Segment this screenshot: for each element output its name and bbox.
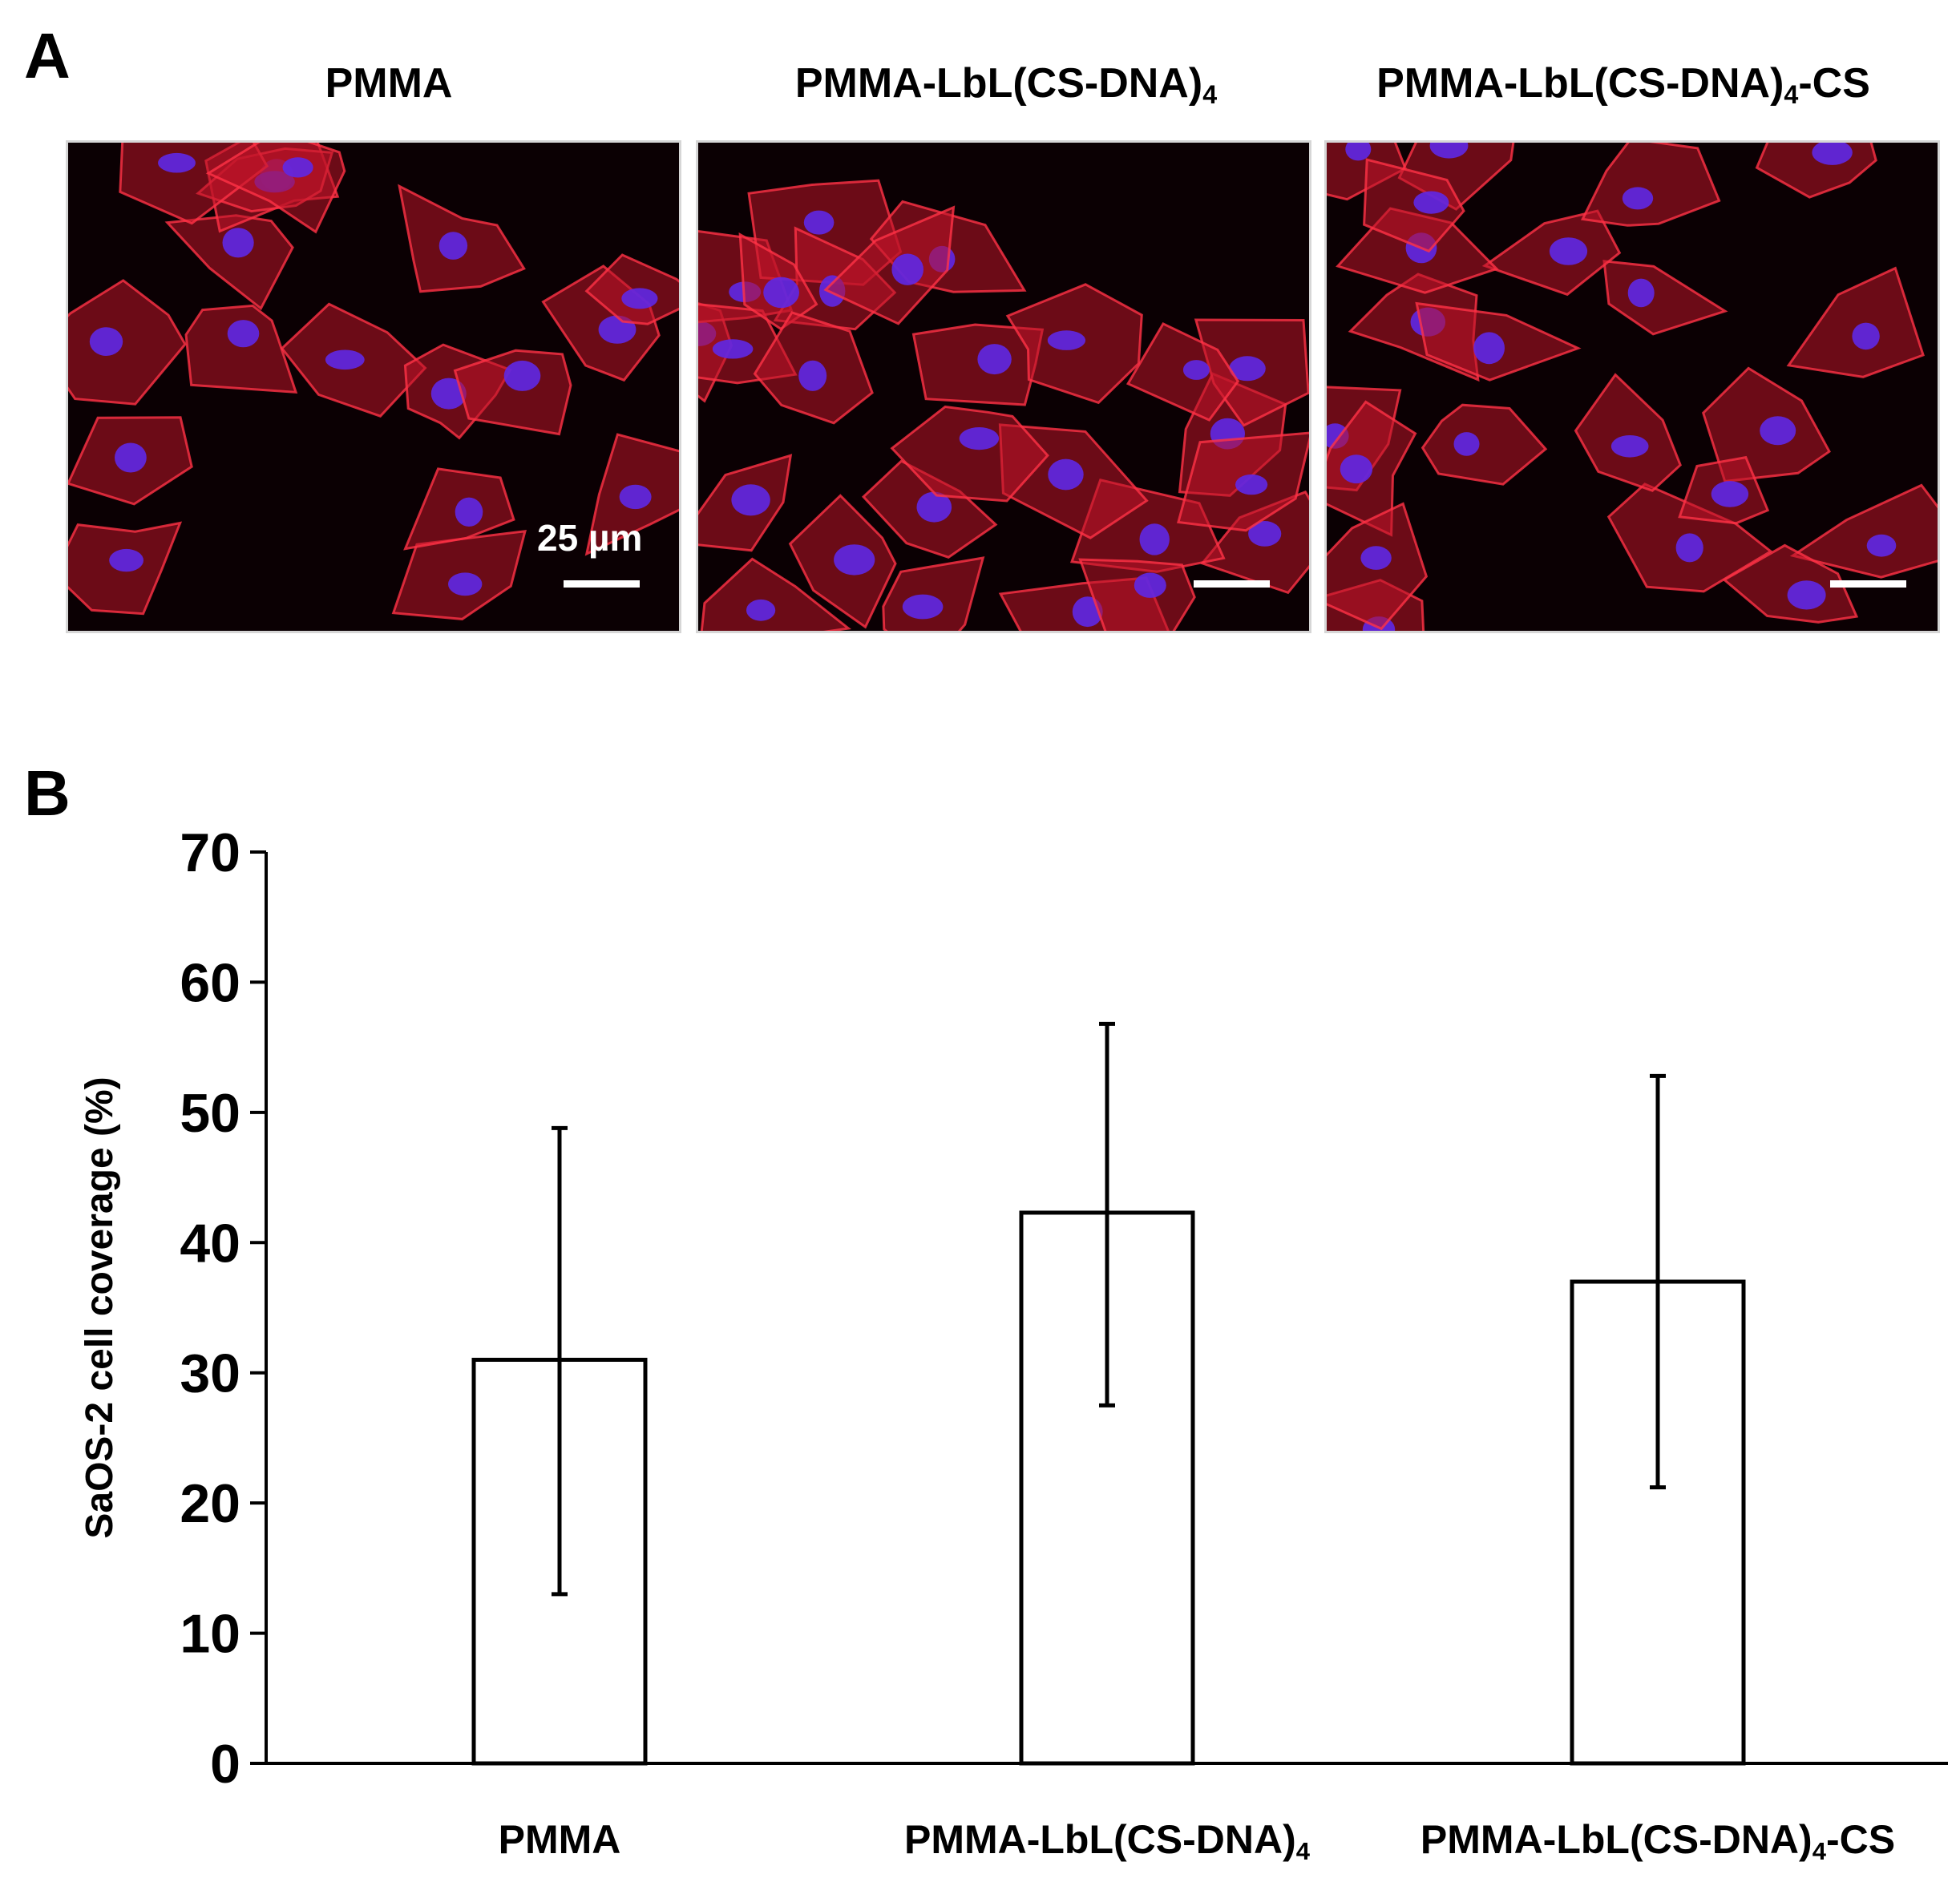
- cell-nucleus: [430, 378, 467, 410]
- cell-nucleus: [503, 360, 541, 391]
- y-tick-label: 60: [180, 952, 240, 1013]
- cell-body: [1580, 143, 1721, 227]
- y-axis-label: SaOS-2 cell coverage (%): [79, 1076, 121, 1538]
- y-tick-label: 70: [180, 822, 240, 883]
- cell-body: [1574, 373, 1682, 492]
- cell-nucleus: [1627, 278, 1655, 308]
- cell-body: [700, 557, 852, 631]
- cell-nucleus: [902, 594, 944, 620]
- cell-body: [890, 405, 1049, 503]
- cell-body: [1789, 483, 1938, 579]
- scale-bar-label: 25 µm: [537, 517, 643, 559]
- cell-nucleus: [1413, 191, 1449, 214]
- cell-nucleus: [1812, 143, 1853, 165]
- category-label-lbl-cs: PMMA-LbL(CS-DNA)4-CS: [1420, 1817, 1896, 1865]
- cell-nucleus: [1711, 481, 1749, 507]
- cell-nucleus: [1345, 143, 1372, 161]
- y-tick-label: 10: [180, 1604, 240, 1665]
- scale-bar: [1194, 580, 1270, 588]
- cell-nucleus: [763, 277, 799, 309]
- cell-nucleus: [158, 152, 196, 173]
- cell-nucleus: [1360, 546, 1392, 570]
- cell-nucleus: [916, 491, 952, 523]
- cell-nucleus: [891, 253, 923, 285]
- category-label-lbl: PMMA-LbL(CS-DNA)4: [903, 1817, 1311, 1865]
- cell-nucleus: [1248, 521, 1282, 547]
- cell-body: [1125, 321, 1240, 422]
- y-tick-label: 50: [180, 1083, 240, 1144]
- cell-nucleus: [1852, 322, 1880, 350]
- panel-b-letter: B: [24, 757, 71, 829]
- cell-nucleus: [834, 544, 875, 576]
- y-tick-label: 0: [210, 1734, 240, 1795]
- cell-nucleus: [282, 157, 313, 178]
- y-tick-label: 30: [180, 1343, 240, 1404]
- cell-nucleus: [959, 427, 1000, 450]
- cell-nucleus: [1047, 330, 1085, 350]
- micrograph-cells: [68, 143, 679, 620]
- cell-nucleus: [448, 572, 483, 596]
- cell-nucleus: [438, 232, 468, 260]
- cell-nucleus: [1134, 572, 1166, 598]
- cell-nucleus: [1139, 523, 1170, 555]
- cell-nucleus: [109, 548, 143, 572]
- cell-body: [1420, 403, 1548, 486]
- cell-body: [823, 205, 956, 325]
- cell-nucleus: [621, 288, 658, 309]
- cell-nucleus: [1760, 416, 1796, 446]
- cell-nucleus: [1473, 332, 1505, 365]
- cell-nucleus: [455, 497, 483, 527]
- cell-nucleus: [798, 360, 827, 391]
- y-tick-label: 40: [180, 1213, 240, 1274]
- cell-body: [1078, 558, 1196, 631]
- cell-nucleus: [222, 228, 254, 258]
- scale-bar: [1830, 580, 1906, 588]
- cell-nucleus: [1549, 237, 1588, 265]
- micrograph-lbl: [696, 140, 1311, 633]
- cell-nucleus: [731, 484, 770, 516]
- cell-nucleus: [325, 349, 365, 370]
- cell-nucleus: [1235, 474, 1268, 495]
- cell-nucleus: [1453, 432, 1480, 456]
- cell-nucleus: [746, 599, 776, 621]
- image-title-pmma: PMMA: [325, 60, 453, 107]
- cell-nucleus: [1622, 187, 1654, 210]
- micrograph-pmma: 25 µm: [66, 140, 681, 633]
- cell-nucleus: [1182, 360, 1210, 380]
- cell-nucleus: [1229, 356, 1266, 382]
- cell-body: [1602, 260, 1728, 336]
- cell-body: [1786, 266, 1925, 378]
- cell-nucleus: [1048, 458, 1084, 491]
- cell-nucleus: [1675, 533, 1703, 563]
- y-tick-label: 20: [180, 1473, 240, 1534]
- cell-body: [68, 279, 187, 406]
- cell-nucleus: [89, 327, 123, 356]
- cell-nucleus: [977, 344, 1012, 375]
- image-title-lbl-cs: PMMA-LbL(CS-DNA)4-CS: [1376, 60, 1870, 110]
- cell-nucleus: [1787, 580, 1826, 610]
- scale-bar: [564, 580, 640, 588]
- cell-body: [1363, 158, 1465, 253]
- image-title-lbl: PMMA-LbL(CS-DNA)4: [794, 60, 1218, 110]
- panel-a-letter: A: [24, 20, 71, 91]
- cell-nucleus: [1340, 454, 1373, 484]
- category-label-pmma: PMMA: [498, 1817, 621, 1862]
- cell-body: [164, 214, 294, 311]
- cell-nucleus: [1429, 143, 1469, 159]
- cell-nucleus: [1866, 534, 1897, 557]
- cell-nucleus: [1610, 435, 1649, 458]
- micrograph-lbl-cs: [1324, 140, 1940, 633]
- cell-body: [184, 304, 298, 394]
- cell-nucleus: [115, 442, 147, 473]
- micrograph-cells: [1327, 143, 1938, 631]
- cell-body: [453, 349, 572, 436]
- cell-nucleus: [619, 484, 652, 510]
- cell-nucleus: [227, 320, 260, 348]
- cell-nucleus: [803, 210, 835, 235]
- micrograph-cells: [698, 179, 1309, 631]
- cell-nucleus: [712, 339, 754, 359]
